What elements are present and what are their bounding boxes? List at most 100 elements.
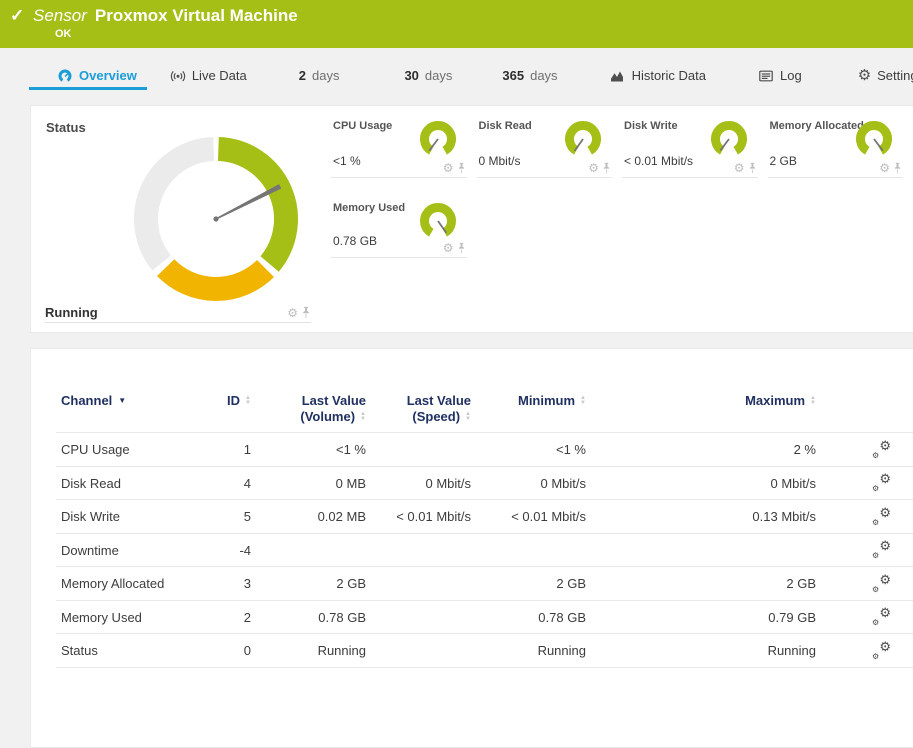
channel-settings-icon[interactable]: ⚙ ⚙ [872,504,891,527]
gauge-needle [873,138,884,152]
cell-channel[interactable]: Memory Used [61,609,142,625]
column-header-channel[interactable]: Channel ▼ [61,393,127,408]
pin-icon[interactable] [301,306,311,319]
mini-gauge-label: Disk Read [478,120,532,132]
channel-settings-icon[interactable]: ⚙ ⚙ [872,638,891,661]
cell-maximum: 2 GB [786,576,816,592]
status-value-row: Running ⚙ [45,303,311,323]
gauge-segment-warning [157,258,274,301]
tab-log[interactable]: Log [746,64,814,90]
tab-label: Overview [79,68,137,83]
object-type-label: Sensor [33,6,87,25]
tab-day-count: 30 [404,68,419,83]
cell-last-value-speed: < 0.01 Mbit/s [396,509,471,525]
table-row-status[interactable]: Status 0 Running Running Running ⚙ ⚙ [31,634,913,668]
cell-channel[interactable]: Disk Read [61,475,121,491]
gear-icon[interactable]: ⚙ [879,161,890,175]
cell-id: 1 [243,442,251,458]
memory-allocated-gauge [856,121,892,155]
table-row-cpu-usage[interactable]: CPU Usage 1 <1 % <1 % 2 % ⚙ ⚙ [31,433,913,467]
mini-gauge-label: Disk Write [624,120,678,132]
cell-channel[interactable]: Downtime [61,542,119,558]
column-header-maximum[interactable]: Maximum ▲ ▼ [745,393,816,408]
cpu-usage-gauge [419,121,456,155]
cell-channel[interactable]: Status [61,643,98,659]
tab-day-count: 365 [502,68,525,83]
cell-id: 5 [243,509,251,525]
table-row-memory-used[interactable]: Memory Used 2 0.78 GB 0.78 GB 0.79 GB ⚙ ⚙ [31,601,913,635]
cell-channel[interactable]: Disk Write [61,509,120,525]
tab-label: Live Data [191,68,247,83]
table-row-memory-allocated[interactable]: Memory Allocated 3 2 GB 2 GB 2 GB ⚙ ⚙ [31,567,913,601]
disk-write-gauge [710,121,747,155]
table-row-disk-write[interactable]: Disk Write 5 0.02 MB < 0.01 Mbit/s < 0.0… [31,500,913,534]
tab-historic-data[interactable]: Historic Data [598,64,718,90]
gear-icon[interactable]: ⚙ [588,161,599,175]
column-header-minimum[interactable]: Minimum ▲ ▼ [517,393,586,408]
tab-live-data[interactable]: Live Data [158,64,259,90]
page-title: Proxmox Virtual Machine [94,6,298,25]
pin-icon[interactable] [748,162,757,174]
cell-last-value-volume: 2 GB [336,576,366,592]
column-header-last-value-speed[interactable]: Last Value (Speed) ▲ ▼ [406,393,471,424]
gauge-segment-none [134,137,215,271]
tab-label: days [424,68,453,83]
channel-settings-icon[interactable]: ⚙ ⚙ [872,538,891,561]
table-row-downtime[interactable]: Downtime -4 ⚙ ⚙ [31,534,913,568]
tab-bar: Overview Live Data 2 days 30 days 365 da… [0,48,913,103]
header-divider [56,432,913,433]
mini-gauge-value: < 0.01 Mbit/s [624,154,694,168]
mini-gauge-label: CPU Usage [333,120,393,132]
mini-gauge-value: 0.78 GB [333,234,378,248]
empty-cell [768,178,904,258]
gauge-needle [428,138,439,152]
disk-read-gauge [565,121,601,155]
status-donut-gauge [134,137,298,301]
cell-channel[interactable]: Memory Allocated [61,576,165,592]
sort-icon: ▲ ▼ [245,395,251,406]
gear-icon[interactable]: ⚙ [733,161,745,175]
status-ok-check-icon: ✓ [10,6,25,25]
tab-2-days[interactable]: 2 days [287,64,352,90]
gauge-segment-ok [217,137,298,272]
channel-settings-icon[interactable]: ⚙ ⚙ [872,571,891,594]
sort-icon: ▲ ▼ [810,395,816,406]
sort-icon: ▲ ▼ [580,395,586,406]
column-header-last-value-volume[interactable]: Last Value (Volume) ▲ ▼ [300,393,366,424]
cell-last-value-volume: 0.78 GB [318,609,366,625]
tab-365-days[interactable]: 365 days [490,64,569,90]
cell-maximum: 2 % [793,442,816,458]
cell-maximum: 0 Mbit/s [770,475,816,491]
mini-gauge-label: Memory Allocated [769,120,864,132]
gear-icon[interactable]: ⚙ [287,305,298,320]
pin-icon[interactable] [893,162,902,174]
mini-gauge-grid: CPU Usage <1 % ⚙ Disk Read 0 Mbit/s ⚙ [331,106,903,258]
cell-id: 2 [243,609,251,625]
cell-maximum: Running [767,643,816,659]
column-header-id[interactable]: ID ▲ ▼ [227,393,251,408]
pin-icon[interactable] [457,162,466,174]
gear-icon[interactable]: ⚙ [442,161,454,175]
tab-label: Log [779,68,802,83]
channel-settings-icon[interactable]: ⚙ ⚙ [872,437,891,460]
cell-minimum: < 0.01 Mbit/s [511,509,586,525]
table-row-disk-read[interactable]: Disk Read 4 0 MB 0 Mbit/s 0 Mbit/s 0 Mbi… [31,467,913,501]
cell-channel[interactable]: CPU Usage [61,442,130,458]
mini-gauge-cpu-usage: CPU Usage <1 % ⚙ [331,106,467,178]
pin-icon[interactable] [457,242,466,254]
channel-settings-icon[interactable]: ⚙ ⚙ [872,605,891,628]
mini-gauge-disk-write: Disk Write < 0.01 Mbit/s ⚙ [622,106,758,178]
cell-minimum: 2 GB [556,576,586,592]
sensor-status-badge: OK [55,28,72,40]
channel-table-header: Channel ▼ ID ▲ ▼ Last Value (Volume) ▲ ▼ La… [31,349,913,425]
channel-settings-icon[interactable]: ⚙ ⚙ [872,471,891,494]
tab-30-days[interactable]: 30 days [392,64,464,90]
gear-icon[interactable]: ⚙ [442,241,454,255]
status-overview-panel: Status Running ⚙ CPU Usage <1 [30,105,913,333]
tab-label: Settings [877,68,913,83]
tab-overview[interactable]: Overview [29,64,147,90]
mini-gauge-disk-read: Disk Read 0 Mbit/s ⚙ [476,106,612,178]
tab-settings[interactable]: ⚙ Settings [846,64,913,90]
pin-icon[interactable] [602,162,611,174]
gauge-needle [573,138,584,152]
